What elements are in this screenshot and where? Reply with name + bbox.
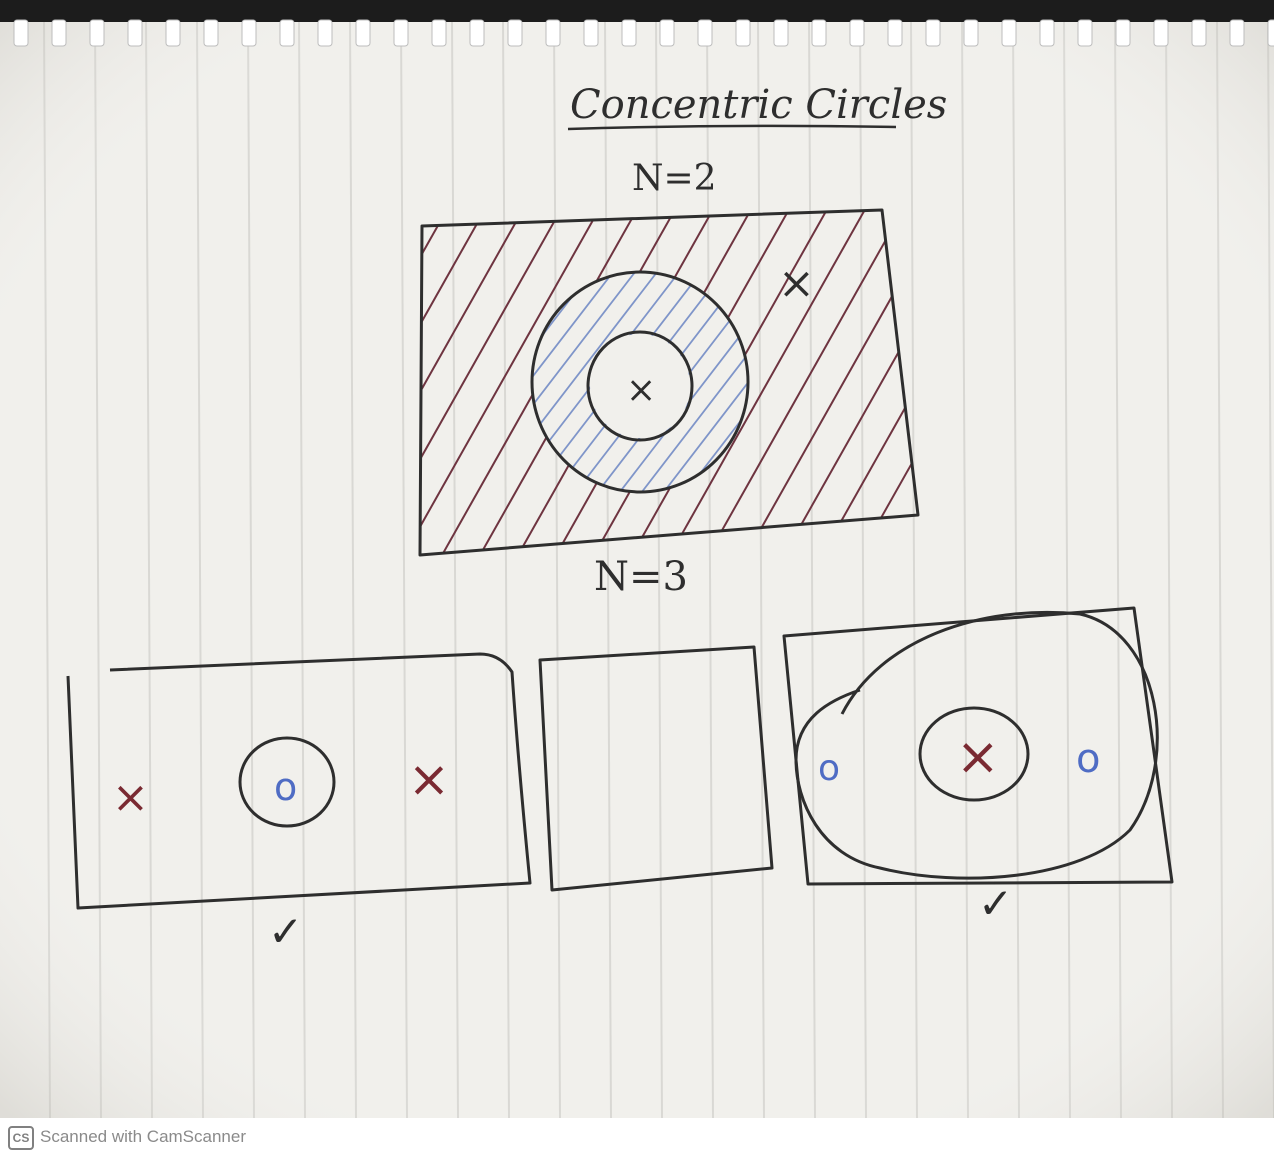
n3-right-panel: o × o ✓: [782, 606, 1174, 928]
n2-outer-rectangle: [418, 208, 920, 557]
right-panel-left-mark: o: [818, 748, 840, 789]
right-panel-right-mark: o: [1076, 736, 1100, 782]
right-panel-box: [782, 606, 1174, 886]
n3-left-panel: × o × ✓: [66, 652, 532, 956]
n2-inner-circle: [586, 330, 694, 442]
n2-label: N=2: [632, 158, 717, 199]
paper-shading: [0, 0, 1274, 1118]
n2-diagram: × ×: [418, 208, 920, 557]
middle-panel-box: [538, 645, 774, 892]
n3-middle-panel: [538, 645, 774, 892]
left-panel-left-mark: ×: [112, 772, 149, 823]
n3-label: N=3: [594, 554, 688, 600]
left-panel-check: ✓: [268, 907, 303, 956]
right-panel-center-mark: ×: [956, 727, 1000, 787]
right-panel-outer-circle: [794, 610, 1159, 880]
spiral-binding-icon: [0, 0, 1274, 47]
n2-inner-mark: ×: [626, 370, 656, 411]
left-panel-center-mark: o: [274, 765, 297, 809]
left-panel-right-mark: ×: [408, 750, 450, 808]
diagram-title: Concentric Circles: [570, 82, 947, 128]
scanner-footer: CS Scanned with CamScanner: [0, 1118, 1274, 1158]
right-panel-inner-circle: [918, 706, 1030, 802]
n2-outer-mark: ×: [778, 258, 815, 309]
title-underline: [567, 124, 897, 131]
n2-outer-circle: [530, 270, 750, 494]
right-panel-check: ✓: [978, 879, 1013, 928]
left-panel-circle: [238, 736, 336, 828]
left-panel-box: [66, 652, 532, 910]
notebook-sheet: Concentric Circles N=2 × × N=3 ×: [0, 0, 1274, 1118]
camscanner-logo-icon: CS: [8, 1126, 34, 1150]
scanner-watermark-text: Scanned with CamScanner: [40, 1127, 247, 1146]
